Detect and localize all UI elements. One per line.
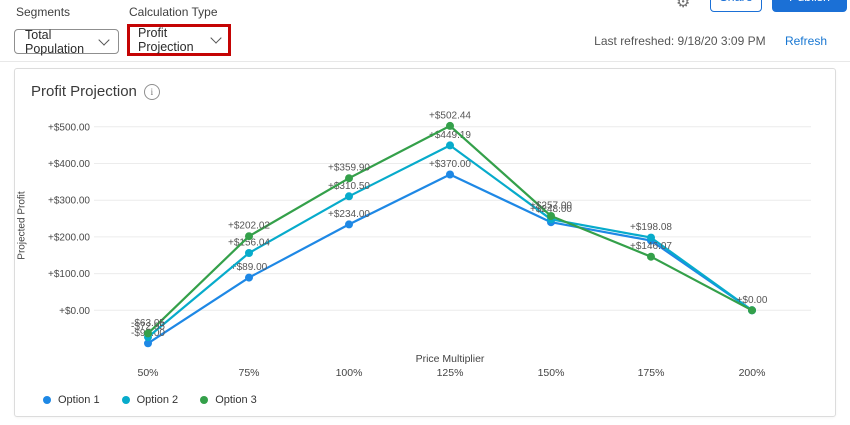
calculation-type-label: Calculation Type (129, 5, 218, 19)
data-point[interactable] (647, 252, 655, 261)
data-point[interactable] (144, 329, 152, 338)
x-axis-tick: 150% (538, 367, 565, 379)
legend-item-option-3[interactable]: Option 3 (200, 394, 257, 406)
point-label: +$202.02 (228, 221, 270, 232)
x-axis-tick: 50% (137, 367, 158, 379)
x-axis-tick: 100% (336, 367, 363, 379)
y-axis-tick: +$100.00 (48, 269, 90, 280)
refresh-link[interactable]: Refresh (784, 34, 827, 48)
point-label: +$257.00 (530, 201, 572, 212)
legend-label: Option 2 (136, 394, 179, 406)
segments-dropdown[interactable]: Total Population (14, 27, 119, 56)
data-point[interactable] (144, 339, 152, 348)
publish-button[interactable]: Publish (772, 0, 847, 12)
point-label: +$89.00 (231, 262, 268, 273)
y-axis-tick: +$500.00 (48, 122, 90, 133)
x-axis-tick: 200% (739, 367, 766, 379)
data-point[interactable] (647, 233, 655, 242)
point-label: +$234.00 (328, 209, 370, 220)
gear-icon[interactable]: ⚙ (676, 0, 691, 11)
legend-dot-option-2 (121, 396, 130, 404)
data-point[interactable] (245, 249, 253, 257)
segments-dropdown-value: Total Population (25, 27, 85, 56)
legend-item-option-1[interactable]: Option 1 (43, 394, 100, 406)
point-label: +$248.00 (530, 204, 572, 215)
data-point[interactable] (748, 306, 756, 315)
share-button[interactable]: Share (710, 0, 762, 12)
point-label: +$449.19 (429, 130, 471, 141)
chevron-down-icon (210, 32, 222, 44)
profit-projection-card: Profit Projection i Projected Profit +$0… (14, 68, 836, 417)
point-label: -$72.95 (131, 322, 165, 333)
legend-label: Option 3 (215, 394, 257, 406)
data-point[interactable] (446, 141, 454, 150)
data-point[interactable] (245, 273, 253, 282)
legend-dot-option-1 (43, 396, 51, 404)
y-axis-tick: +$200.00 (48, 232, 90, 243)
data-point[interactable] (446, 121, 454, 130)
x-axis-title: Price Multiplier (416, 353, 485, 365)
point-label: -$63.05 (131, 318, 165, 329)
legend-item-option-2[interactable]: Option 2 (121, 394, 179, 406)
chart-legend: Option 1 Option 2 Option 3 (43, 394, 257, 406)
x-axis-tick: 75% (238, 367, 259, 379)
header-divider (0, 61, 850, 62)
point-label: +$146.07 (630, 241, 672, 252)
card-title-row: Profit Projection i (31, 83, 160, 100)
data-point[interactable] (547, 212, 555, 220)
point-label: +$370.00 (429, 159, 471, 170)
chevron-down-icon (98, 33, 110, 46)
data-point[interactable] (446, 170, 454, 179)
x-axis-tick: 125% (437, 367, 464, 379)
segments-label: Segments (16, 5, 71, 19)
legend-dot-option-3 (200, 396, 209, 404)
data-point[interactable] (245, 232, 253, 241)
y-axis-tick: +$0.00 (59, 306, 90, 317)
y-axis-tick: +$300.00 (48, 196, 90, 207)
point-label: +$156.04 (228, 238, 270, 249)
x-axis-tick: 175% (638, 367, 665, 379)
last-refreshed-text: Last refreshed: 9/18/20 3:09 PM (594, 34, 766, 48)
legend-label: Option 1 (58, 394, 100, 406)
calculation-type-dropdown[interactable]: Profit Projection (127, 24, 231, 56)
refresh-row: Last refreshed: 9/18/20 3:09 PM Refresh (594, 34, 827, 48)
point-label: +$502.44 (429, 110, 471, 121)
info-icon[interactable]: i (143, 83, 160, 100)
calculation-type-dropdown-value: Profit Projection (138, 26, 194, 54)
card-title: Profit Projection (31, 83, 137, 100)
point-label: +$359.90 (328, 163, 370, 174)
profit-projection-chart: +$0.00 +$100.00 +$200.00 +$300.00 +$400.00 +$… (48, 110, 811, 379)
point-label: +$0.00 (737, 295, 768, 306)
data-point[interactable] (345, 192, 353, 201)
data-point[interactable] (345, 174, 353, 183)
y-axis-tick: +$400.00 (48, 159, 90, 170)
point-label: +$310.50 (328, 181, 370, 192)
data-point[interactable] (345, 220, 353, 229)
point-label: +$198.08 (630, 222, 672, 233)
